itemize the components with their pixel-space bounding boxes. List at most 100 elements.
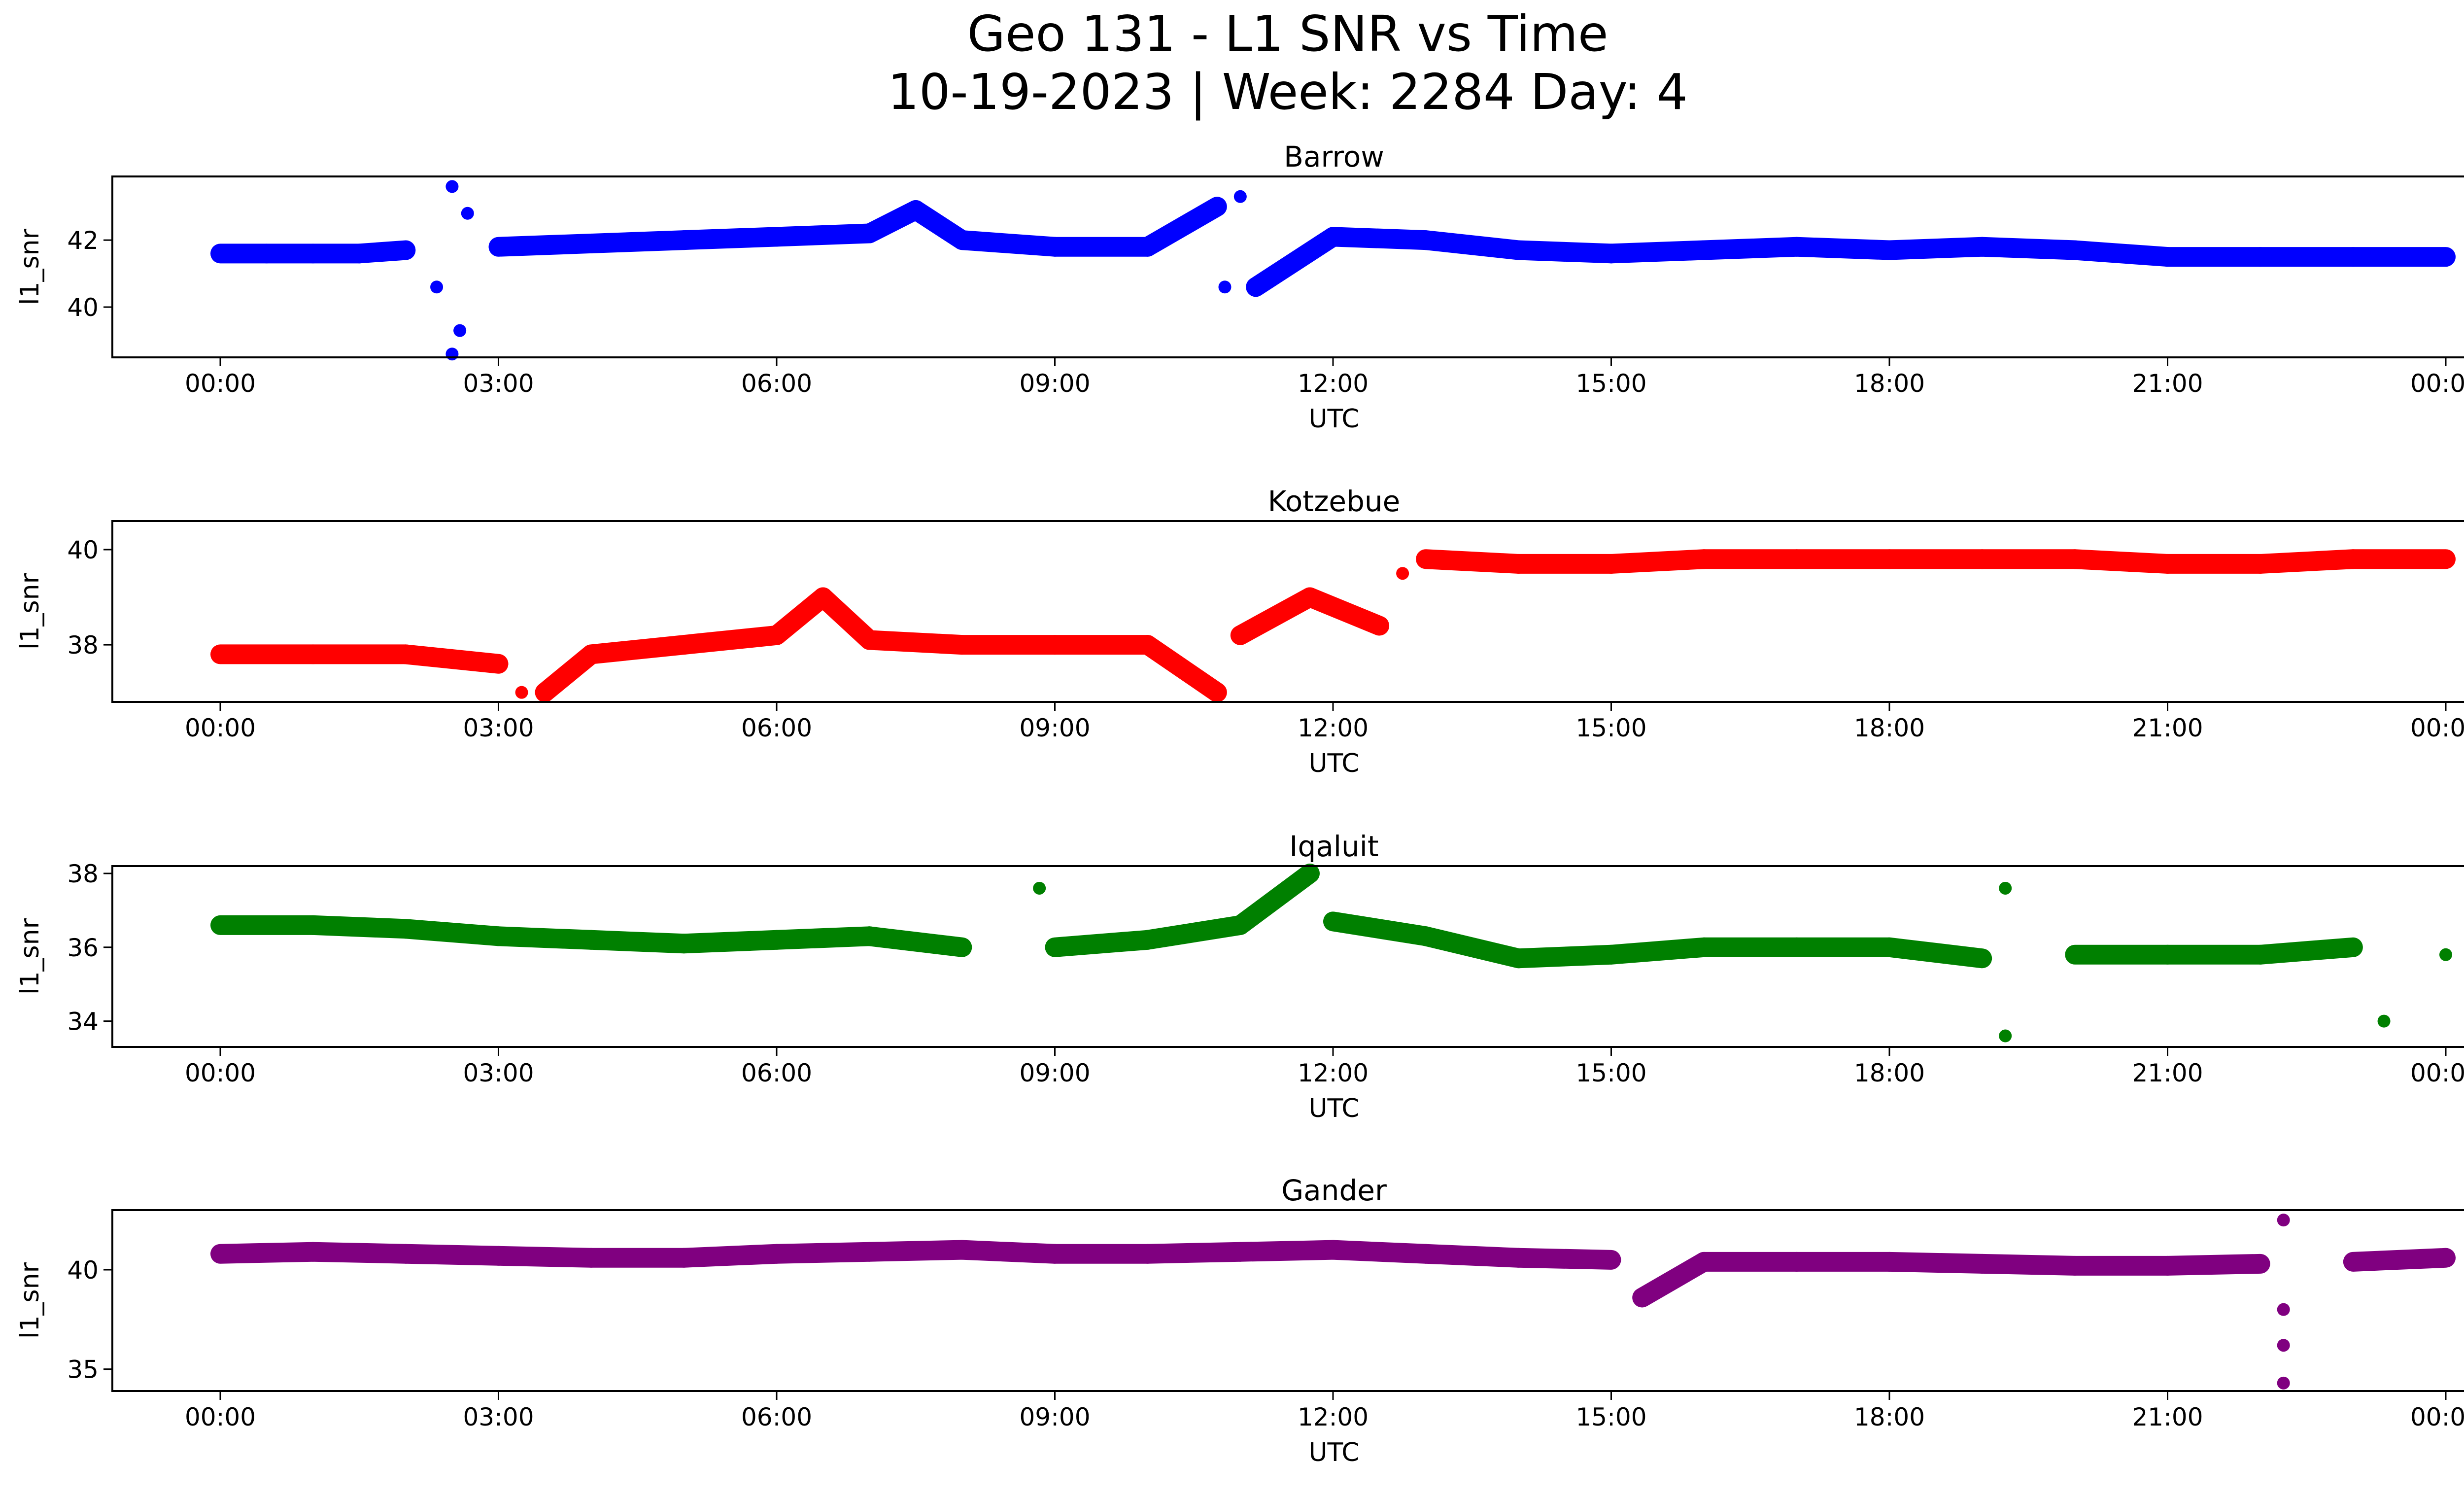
data-band — [674, 930, 787, 954]
x-tick-label: 09:00 — [1019, 714, 1090, 742]
data-band — [396, 1244, 509, 1266]
subplot-title: Kotzebue — [1268, 485, 1401, 518]
y-tick-label: 40 — [67, 293, 99, 322]
x-tick-label: 21:00 — [2132, 1403, 2203, 1431]
x-tick-label: 15:00 — [1575, 714, 1646, 742]
data-band — [2157, 1253, 2270, 1276]
x-tick-label: 06:00 — [741, 1059, 812, 1087]
x-tick-label: 03:00 — [463, 1403, 534, 1431]
data-band — [1632, 1252, 1714, 1308]
subplot-iqaluit: Iqaluit 00:00 03:00 06:00 09:00 12:00 15:00 18:… — [15, 830, 2464, 1123]
data-band — [1323, 911, 1436, 946]
data-band — [2065, 240, 2178, 267]
data-band — [1045, 930, 1158, 957]
x-tick-label: 12:00 — [1298, 1059, 1369, 1087]
axes-frame — [111, 865, 2464, 1048]
x-tick-label: 15:00 — [1575, 1059, 1646, 1087]
x-tick-label: 18:00 — [1854, 1059, 1925, 1087]
x-tick-label: 15:00 — [1575, 369, 1646, 398]
figure-title: Geo 131 - L1 SNR vs Time 10-19-2023 | We… — [0, 5, 2464, 121]
x-tick-label: 03:00 — [463, 1059, 534, 1087]
data-point — [2439, 948, 2452, 961]
data-band — [767, 587, 833, 645]
x-tick-label: 03:00 — [463, 714, 534, 742]
data-band — [1601, 240, 1714, 264]
x-axis-label: UTC — [1308, 1094, 1359, 1123]
data-band — [767, 223, 880, 247]
x-tick-label: 06:00 — [741, 1403, 812, 1431]
y-tick-label: 38 — [67, 860, 99, 888]
x-tick-label: 21:00 — [2132, 714, 2203, 742]
y-tick-label: 35 — [67, 1356, 99, 1384]
x-tick-label: 18:00 — [1854, 1403, 1925, 1431]
data-band — [396, 919, 509, 946]
data-point — [1396, 567, 1409, 580]
data-band — [581, 230, 694, 253]
x-tick-label: 00:00 — [185, 369, 256, 398]
axes-frame — [111, 1209, 2464, 1392]
data-band — [859, 926, 972, 957]
x-tick-label: 15:00 — [1575, 1403, 1646, 1431]
x-tick-label: 12:00 — [1298, 369, 1369, 398]
data-band — [1246, 227, 1343, 297]
data-point — [461, 207, 474, 220]
data-band — [1416, 926, 1529, 969]
data-band — [1508, 240, 1621, 264]
x-tick-label: 09:00 — [1019, 369, 1090, 398]
data-band — [2065, 549, 2178, 574]
data-band — [952, 230, 1065, 257]
figure-title-line2: 10-19-2023 | Week: 2284 Day: 4 — [888, 63, 1688, 121]
x-tick-label: 12:00 — [1298, 1403, 1369, 1431]
data-point — [1218, 280, 1232, 294]
data-band — [1137, 915, 1250, 950]
x-tick-label: 21:00 — [2132, 369, 2203, 398]
x-tick-label: 09:00 — [1019, 1403, 1090, 1431]
data-band — [859, 630, 972, 655]
data-band — [488, 233, 601, 257]
figure-title-line1: Geo 131 - L1 SNR vs Time — [967, 5, 1608, 63]
data-band — [349, 240, 416, 264]
subplot-title: Iqaluit — [1289, 830, 1378, 863]
data-point — [1233, 190, 1247, 203]
data-band — [1230, 863, 1320, 935]
x-tick-label: 06:00 — [741, 714, 812, 742]
data-band — [1137, 635, 1227, 702]
data-point — [445, 348, 459, 361]
y-axis-label: l1_snr — [15, 573, 45, 650]
data-band — [1786, 237, 1899, 260]
y-tick-label: 40 — [67, 1256, 99, 1285]
y-tick-label: 36 — [67, 934, 99, 962]
data-band — [1880, 237, 1992, 260]
x-tick-label: 00:00 — [185, 714, 256, 742]
data-point — [2277, 1339, 2290, 1352]
x-axis-label: UTC — [1308, 404, 1359, 434]
data-band — [1880, 1252, 1992, 1274]
data-band — [674, 1244, 787, 1268]
data-band — [1601, 937, 1714, 965]
data-band — [767, 926, 880, 950]
data-point — [2277, 1303, 2290, 1316]
data-band — [1601, 549, 1714, 574]
data-band — [1230, 1240, 1343, 1262]
y-tick-label: 40 — [67, 536, 99, 564]
data-band — [859, 1240, 972, 1262]
axes-frame — [111, 175, 2464, 358]
data-band — [488, 926, 601, 950]
y-axis-label: l1_snr — [15, 918, 45, 995]
x-tick-label: 21:00 — [2132, 1059, 2203, 1087]
x-tick-label: 00:00 — [2410, 714, 2464, 742]
data-band — [210, 1242, 323, 1264]
y-tick-label: 42 — [67, 226, 99, 255]
y-tick-label: 34 — [67, 1008, 99, 1036]
data-band — [1416, 1244, 1529, 1268]
x-tick-label: 00:00 — [2410, 369, 2464, 398]
data-point — [2377, 1014, 2391, 1028]
x-tick-label: 03:00 — [463, 369, 534, 398]
data-band — [535, 644, 601, 702]
data-band — [1416, 549, 1529, 574]
data-band — [1694, 237, 1807, 260]
data-band — [1230, 587, 1320, 645]
subplot-barrow: Barrow 00:00 03:00 06:00 09:00 12:00 15:00 18:0… — [15, 140, 2464, 434]
